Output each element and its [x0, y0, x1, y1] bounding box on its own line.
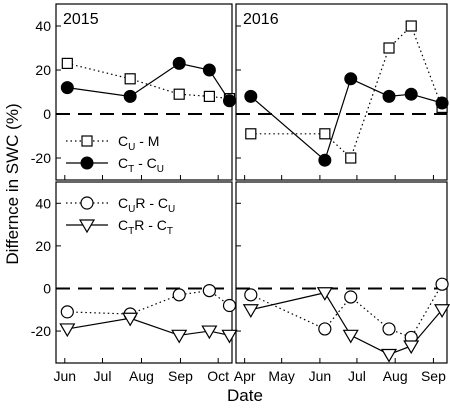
series-1 — [244, 72, 449, 167]
series-line — [250, 24, 443, 160]
series-0 — [244, 277, 449, 345]
data-point — [60, 81, 74, 95]
y-axis-title: Differnce in SWC (%) — [3, 103, 22, 264]
panel-2015-top: -20 0 20 40 2015 — [31, 3, 236, 181]
data-point — [222, 94, 236, 108]
panel-frame — [55, 3, 233, 181]
x-tick-label: Apr — [234, 368, 256, 384]
panel-2015-bottom: -20 0 20 40 Jun Jul Aug Sep Oct — [31, 181, 238, 384]
data-point — [173, 88, 185, 100]
data-point — [434, 304, 450, 318]
series-1 — [60, 56, 236, 108]
x-tick-label: May — [268, 368, 294, 384]
data-point — [124, 73, 136, 85]
panel-year-title: 2016 — [243, 11, 279, 28]
data-point — [244, 288, 258, 302]
y-tick-label: -20 — [31, 323, 51, 339]
legend: CU - MCT - CU — [66, 133, 164, 175]
data-point — [245, 128, 257, 140]
series-0 — [60, 284, 237, 321]
y-tick-label: 20 — [35, 238, 51, 254]
legend-marker — [80, 156, 94, 170]
y-tick-label: 40 — [35, 18, 51, 34]
data-point — [319, 128, 331, 140]
data-point — [342, 329, 359, 344]
y-tick-label: -20 — [31, 150, 51, 166]
panel-2016-top: 2016 — [235, 3, 449, 181]
x-tick-label: Jul — [94, 368, 112, 384]
data-point — [171, 329, 188, 344]
legend-label: CUR - CU — [118, 195, 175, 215]
data-point — [202, 63, 216, 77]
data-point — [60, 305, 74, 319]
legend-marker — [81, 135, 93, 147]
series-line — [250, 283, 443, 339]
panel-frame — [235, 3, 448, 181]
data-point — [201, 325, 218, 340]
data-point — [435, 277, 449, 291]
data-point — [244, 89, 258, 103]
series-1 — [59, 312, 238, 344]
data-point — [403, 340, 420, 355]
legend-marker — [78, 219, 96, 234]
y-tick-label: 20 — [35, 62, 51, 78]
data-point — [344, 72, 358, 86]
y-tick-label: 0 — [43, 106, 51, 122]
x-tick-label: Sep — [168, 368, 193, 384]
data-point — [202, 284, 216, 298]
panel-2016-bottom: Apr May Jun Jul Aug Sep — [234, 181, 450, 384]
panel-frame — [235, 181, 448, 364]
series-line — [67, 289, 230, 315]
legend-label: CTR - CT — [118, 217, 173, 237]
series-1 — [242, 287, 450, 363]
y-tick-label: 40 — [35, 195, 51, 211]
x-axis-title: Date — [227, 386, 263, 405]
x-tick-label: Aug — [383, 368, 408, 384]
data-point — [221, 329, 238, 344]
x-tick-label: Sep — [421, 368, 446, 384]
data-point — [222, 298, 237, 313]
data-point — [172, 288, 186, 302]
data-point — [383, 42, 395, 54]
y-tick-label: 0 — [43, 280, 51, 296]
panel-year-title: 2015 — [63, 11, 99, 28]
data-point — [123, 89, 137, 103]
data-point — [59, 323, 76, 338]
data-point — [316, 287, 333, 301]
data-point — [61, 57, 73, 70]
data-point — [122, 312, 139, 327]
data-point — [242, 304, 259, 318]
data-point — [344, 290, 358, 304]
data-point — [382, 89, 396, 103]
data-point — [404, 87, 418, 101]
series-line — [250, 292, 443, 356]
x-tick-label: Jun — [309, 368, 332, 384]
legend-label: CU - M — [118, 133, 159, 153]
data-point — [435, 96, 449, 110]
data-point — [405, 20, 417, 32]
data-point — [318, 153, 332, 167]
x-tick-label: Aug — [129, 368, 154, 384]
data-point — [203, 90, 215, 103]
data-point — [380, 348, 398, 363]
data-point — [318, 322, 332, 336]
series-line — [67, 62, 230, 100]
data-point — [345, 152, 357, 164]
panel-frame — [55, 181, 233, 364]
x-tick-label: Jun — [54, 368, 77, 384]
x-tick-label: Jul — [348, 368, 366, 384]
legend-label: CT - CU — [118, 155, 164, 175]
data-point — [172, 56, 186, 70]
x-tick-label: Oct — [207, 368, 229, 384]
legend-marker — [80, 196, 94, 210]
data-point — [382, 322, 396, 336]
